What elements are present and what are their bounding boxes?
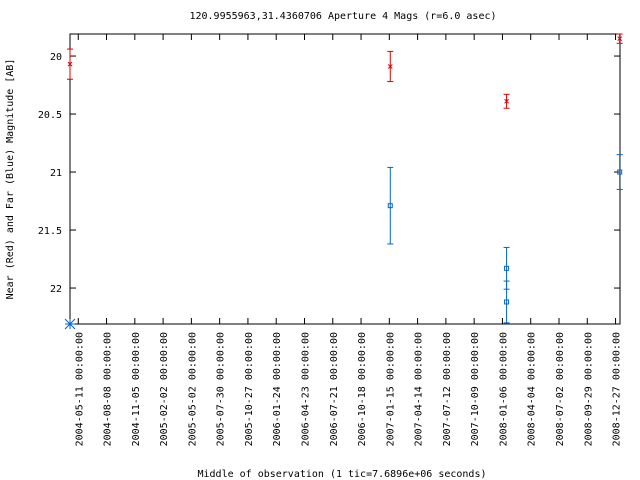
x-axis-label: Middle of observation (1 tic=7.6896e+06 …: [198, 469, 487, 480]
x-tick-label: 2007-07-12 00:00:00: [442, 332, 453, 446]
y-axis-label: Near (Red) and Far (Blue) Magnitude [AB]: [5, 59, 16, 300]
y-tick-label: 20: [50, 52, 62, 63]
axis-ticks: [70, 34, 620, 324]
x-tick-label: 2007-01-15 00:00:00: [385, 332, 396, 446]
x-tick-label: 2005-07-30 00:00:00: [216, 332, 227, 446]
x-tick-label: 2005-02-02 00:00:00: [159, 332, 170, 446]
far-magnitude-point: [504, 299, 510, 305]
chart-title: 120.9955963,31.4360706 Aperture 4 Mags (…: [189, 11, 496, 22]
x-tick-label: 2008-12-27 00:00:00: [612, 332, 623, 446]
star-marker: [64, 318, 76, 330]
x-tick-label: 2008-04-04 00:00:00: [527, 332, 538, 446]
x-tick-labels: 2004-05-11 00:00:00 2004-08-08 00:00:00 20…: [74, 332, 622, 446]
near-magnitude-point: [617, 36, 623, 41]
far-magnitude-point: [387, 203, 393, 209]
far-magnitude-point: [504, 265, 510, 271]
x-tick-label: 2004-11-05 00:00:00: [131, 332, 142, 446]
y-tick-label: 22: [50, 284, 62, 295]
y-tick-labels: 20 20.5 21 21.5 22: [38, 52, 62, 295]
data-marks: [64, 33, 623, 330]
x-tick-label: 2006-10-18 00:00:00: [357, 332, 368, 446]
x-tick-label: 2005-10-27 00:00:00: [244, 332, 255, 446]
y-tick-label: 21.5: [38, 226, 62, 237]
x-tick-label: 2004-08-08 00:00:00: [103, 332, 114, 446]
x-tick-label: 2005-05-02 00:00:00: [187, 332, 198, 446]
near-magnitude-point: [67, 61, 73, 67]
far-magnitude-point: [617, 169, 623, 175]
y-tick-label: 20.5: [38, 110, 62, 121]
x-tick-label: 2004-05-11 00:00:00: [74, 332, 85, 446]
x-tick-label: 2008-09-29 00:00:00: [583, 332, 594, 446]
y-tick-label: 21: [50, 168, 62, 179]
x-tick-label: 2008-07-02 00:00:00: [555, 332, 566, 446]
near-magnitude-point: [504, 98, 509, 104]
plot-frame: [69, 33, 621, 325]
x-tick-label: 2006-04-23 00:00:00: [300, 332, 311, 446]
x-tick-label: 2007-04-14 00:00:00: [414, 332, 425, 446]
x-tick-label: 2006-01-24 00:00:00: [272, 332, 283, 446]
x-tick-label: 2006-07-21 00:00:00: [329, 332, 340, 446]
near-magnitude-point: [387, 64, 393, 69]
x-tick-label: 2008-01-06 00:00:00: [498, 332, 509, 446]
x-tick-label: 2007-10-09 00:00:00: [470, 332, 481, 446]
